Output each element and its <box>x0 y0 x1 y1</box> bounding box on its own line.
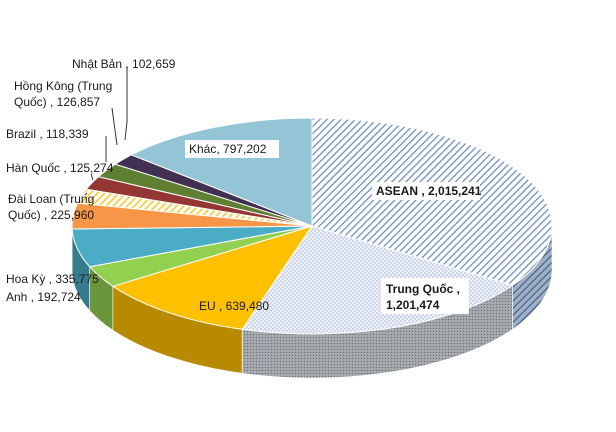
label-khac: Khác, 797,202 <box>189 142 267 156</box>
label-trung-quoc-line1: Trung Quốc , <box>386 282 460 296</box>
slice-eu <box>111 225 314 330</box>
label-asean: ASEAN , 2,015,241 <box>376 184 482 198</box>
label-trung-quoc-line2: 1,201,474 <box>386 298 440 312</box>
label-bg-asean <box>372 182 480 200</box>
leader-line-dai-loan <box>84 192 88 196</box>
leader-line-nhat-ban <box>124 66 128 141</box>
label-hong-kong-line2: Quốc) , 126,857 <box>14 95 100 109</box>
label-eu: EU , 639,480 <box>199 299 269 313</box>
leader-lines <box>84 66 128 196</box>
label-anh: Anh , 192,724 <box>6 290 81 304</box>
data-labels: ASEAN , 2,015,241 Trung Quốc , 1,201,474… <box>6 57 482 314</box>
label-hoa-ky: Hoa Kỳ , 335,775 <box>6 272 99 286</box>
leader-line-hong-kong <box>111 107 118 146</box>
label-han-quoc: Hàn Quốc , 125,274 <box>6 161 114 175</box>
label-brazil: Brazil , 118,339 <box>6 127 89 141</box>
label-dai-loan-line1: Đài Loan (Trung <box>8 192 94 206</box>
label-dai-loan-line2: Quốc) , 225,960 <box>8 208 94 222</box>
leader-line-han-quoc <box>90 173 94 181</box>
label-hong-kong-line1: Hồng Kông (Trung <box>14 79 112 93</box>
label-nhat-ban: Nhật Bản , 102,659 <box>72 57 176 71</box>
label-bg-khac <box>185 140 279 158</box>
label-bg-trung-quoc <box>381 278 469 314</box>
